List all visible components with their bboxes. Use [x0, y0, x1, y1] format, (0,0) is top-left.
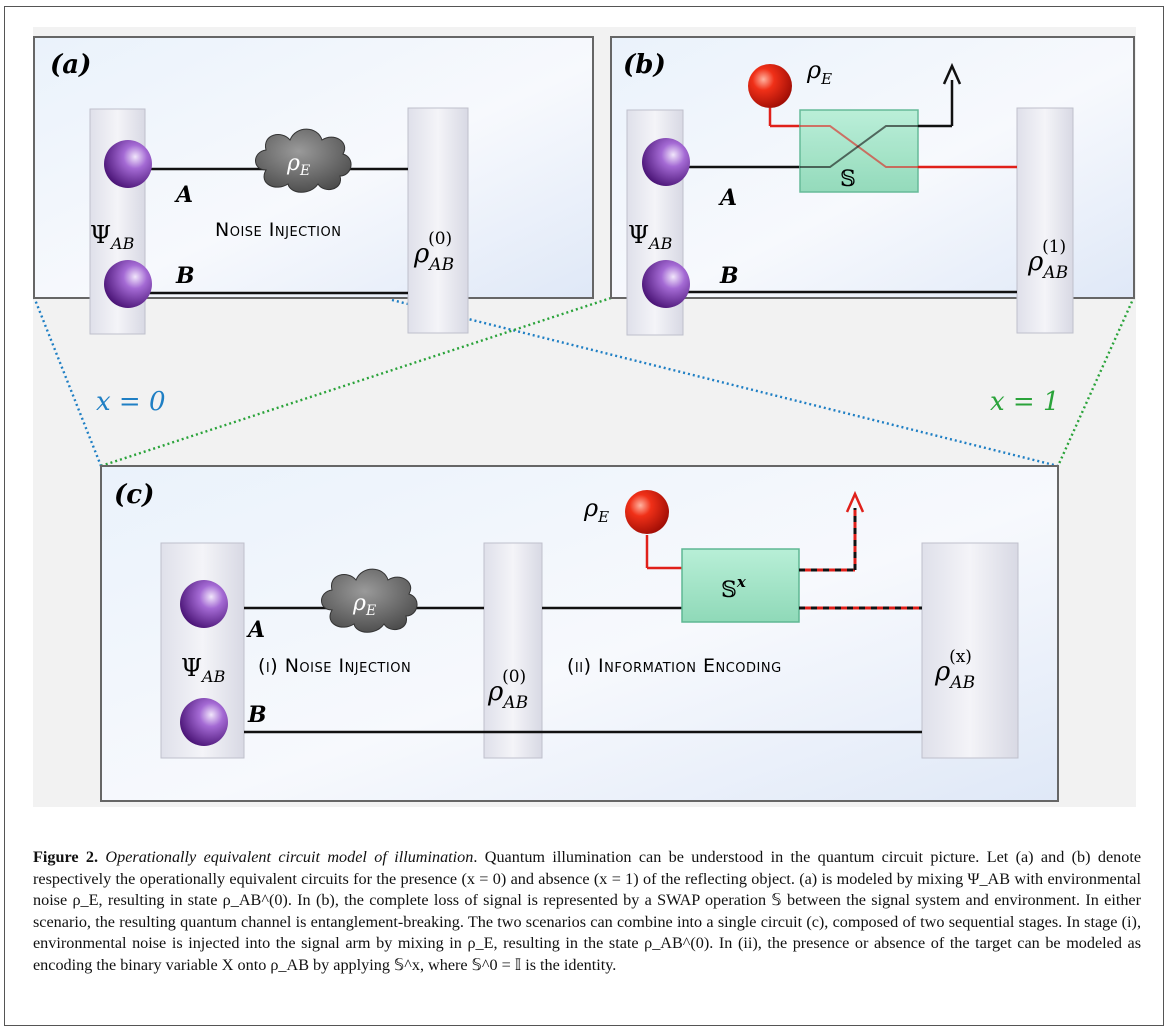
panel-b-psi: ΨAB	[628, 221, 673, 253]
connector-b-to-c-right	[1056, 296, 1136, 467]
panel-a-qubit-a	[104, 140, 152, 188]
panel-b-env-rho: ρE	[806, 56, 832, 88]
circuit-figure: x = 0 x = 1 (a) ΨAB A B ρE Noise Injecti…	[32, 27, 1136, 807]
panel-b-swap-gate	[799, 109, 919, 193]
panel-c-env-qubit	[625, 490, 669, 534]
panel-a-wire-a-label: A	[174, 182, 193, 208]
panel-c-wire-b-label: B	[247, 702, 267, 728]
figure-caption: Figure 2. Operationally equivalent circu…	[33, 847, 1141, 976]
panel-b-env-qubit	[748, 64, 792, 108]
panel-c-stage1-text: (i) Noise Injection	[258, 655, 411, 677]
x1-label: x = 1	[990, 387, 1060, 417]
panel-c-swap-gate	[681, 548, 800, 623]
panel-a-output-rho: ρAB(0)	[413, 229, 454, 275]
figure-border	[4, 6, 1164, 1026]
panel-c-frame	[100, 465, 1059, 802]
panel-c-env-rho: ρE	[583, 494, 609, 526]
panel-c-middle-slab	[483, 542, 543, 759]
panel-a-stage-text: Noise Injection	[215, 219, 341, 241]
panel-c-qubit-b	[180, 698, 228, 746]
panel-c-middle-rho: ρAB(0)	[487, 667, 528, 713]
panel-b-output-slab	[1016, 107, 1074, 334]
x0-label: x = 0	[96, 387, 166, 417]
panel-b-swap-black-path	[800, 125, 918, 168]
panel-c: (c) ΨAB A B ρE (i) Noise Injection ρAB(0…	[100, 465, 1059, 802]
panel-b-qubit-b	[642, 260, 690, 308]
connector-a-to-c-left	[32, 296, 103, 467]
panel-a-wire-b-label: B	[175, 263, 195, 289]
panel-c-stage2-text: (ii) Information Encoding	[567, 655, 782, 677]
panel-c-label: (c)	[114, 480, 154, 510]
panel-c-wire-a-label: A	[246, 617, 265, 643]
panel-b-wire-a-label: A	[718, 185, 737, 211]
panel-c-noise-cloud: ρE	[321, 568, 418, 633]
panel-c-output-rho: ρAB(x)	[934, 647, 975, 693]
caption-title: Operationally equivalent circuit model o…	[105, 848, 474, 866]
panel-c-qubit-a	[180, 580, 228, 628]
panel-b-output-rho: ρAB(1)	[1027, 237, 1068, 283]
panel-c-out-arrow	[845, 490, 865, 513]
panel-b-out-arrow	[942, 62, 962, 85]
panel-b-swap-symbol: 𝕊	[840, 167, 856, 192]
panel-c-noise-rho: ρE	[352, 591, 376, 619]
panel-a-label: (a)	[50, 50, 91, 80]
panel-a-psi: ΨAB	[90, 221, 135, 253]
caption-body: . Quantum illumination can be understood…	[33, 848, 1142, 974]
panel-b-qubit-a	[642, 138, 690, 186]
panel-b-wire-b-label: B	[719, 263, 739, 289]
panel-b: (b) ρE 𝕊 ΨAB A B ρAB(1)	[610, 36, 1135, 336]
panel-c-psi: ΨAB	[181, 654, 226, 686]
panel-b-label: (b)	[623, 50, 666, 80]
panel-c-output-slab	[921, 542, 1019, 759]
panel-a-noise-cloud: ρE	[255, 128, 352, 193]
caption-label: Figure 2.	[33, 848, 99, 866]
panel-a-output-slab	[407, 107, 469, 334]
panel-a-noise-rho: ρE	[286, 151, 310, 179]
connector-a-to-c-right	[391, 298, 1059, 468]
panel-a-qubit-b	[104, 260, 152, 308]
panel-c-swap-symbol: 𝕊x	[721, 573, 747, 603]
panel-a: (a) ΨAB A B ρE Noise Injection ρAB(0)	[33, 36, 594, 335]
